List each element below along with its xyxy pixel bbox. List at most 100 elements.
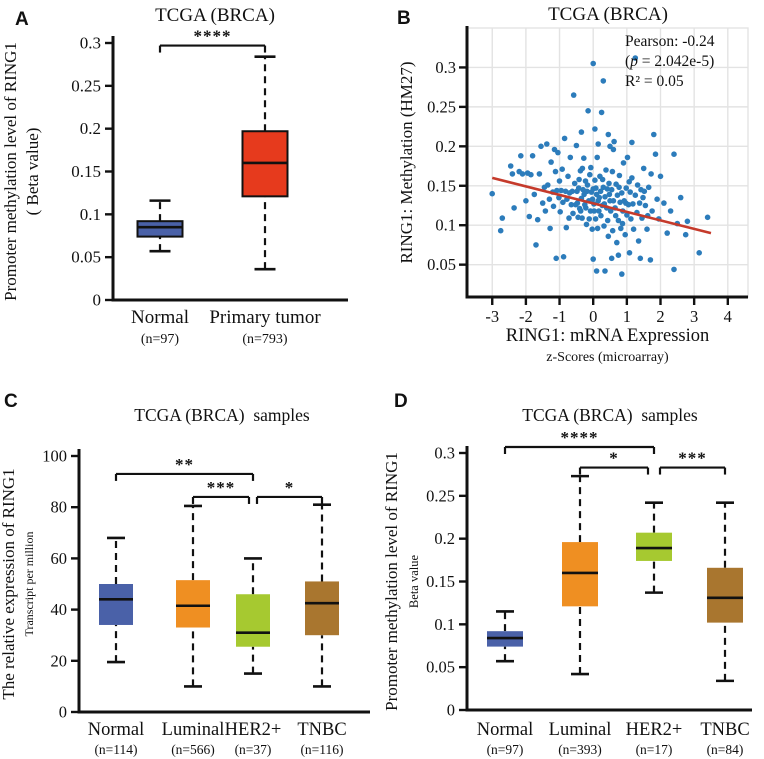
- data-point: [499, 215, 506, 221]
- significance-stars: ***: [207, 478, 236, 497]
- data-point: [616, 172, 623, 179]
- significance-stars: ****: [561, 428, 599, 447]
- data-point: [671, 266, 677, 273]
- x-tick-label: 4: [724, 307, 732, 326]
- y-tick-label: 0.15: [71, 162, 101, 181]
- data-point: [608, 186, 615, 193]
- data-point: [590, 60, 596, 67]
- data-point: [619, 220, 626, 227]
- data-point: [592, 177, 598, 183]
- data-point: [550, 203, 557, 210]
- y-tick-label: 100: [42, 447, 67, 466]
- data-point: [583, 205, 589, 211]
- significance-stars: **: [175, 455, 194, 474]
- data-point: [636, 200, 643, 206]
- data-point: [603, 167, 609, 173]
- y-tick-label: 0.2: [434, 529, 455, 548]
- y-tick-label: 0.1: [435, 216, 456, 235]
- data-point: [608, 255, 615, 262]
- data-point: [704, 214, 711, 221]
- x-axis-sublabel: z-Scores (microarray): [546, 350, 669, 365]
- data-point: [569, 188, 576, 195]
- x-tick-label: -2: [519, 307, 533, 326]
- data-point: [560, 199, 566, 206]
- y-tick-label: 20: [51, 651, 68, 670]
- data-point: [561, 135, 568, 142]
- data-point: [598, 212, 604, 219]
- data-point: [667, 208, 674, 214]
- x-tick-label: 1: [623, 307, 631, 326]
- y-tick-label: 0: [447, 701, 455, 720]
- data-point: [533, 242, 539, 248]
- y-tick-label: 0: [59, 703, 67, 722]
- y-tick-label: 0.3: [80, 34, 101, 53]
- data-point: [556, 178, 563, 184]
- data-point: [645, 184, 652, 191]
- data-point: [529, 153, 536, 159]
- category-label: Normal: [88, 720, 145, 740]
- data-point: [559, 166, 565, 172]
- data-point: [528, 171, 534, 178]
- sample-size-label: (n=97): [487, 742, 524, 757]
- y-tick-label: 0.25: [427, 97, 456, 116]
- data-point: [557, 209, 563, 215]
- sample-size-label: (n=566): [171, 742, 215, 757]
- data-point: [634, 182, 641, 188]
- data-point: [640, 165, 647, 172]
- category-label: TNBC: [297, 720, 346, 740]
- y-tick-label: 0.15: [426, 572, 455, 591]
- data-point: [619, 190, 625, 196]
- significance-stars: ***: [678, 449, 707, 468]
- data-point: [593, 185, 599, 191]
- data-point: [587, 171, 593, 178]
- data-point: [589, 196, 596, 202]
- data-point: [609, 168, 616, 175]
- data-point: [555, 149, 561, 156]
- y-tick-label: 0.05: [426, 658, 455, 677]
- data-point: [644, 226, 650, 232]
- data-point: [594, 154, 600, 161]
- panel-c-svg: C TCGA (BRCA) samples The relative express…: [0, 391, 370, 757]
- data-point: [604, 186, 611, 192]
- data-point: [552, 168, 559, 175]
- sample-size-label: (n=84): [707, 742, 744, 757]
- data-point: [622, 231, 628, 238]
- data-point: [539, 200, 546, 206]
- box-normal: [99, 584, 133, 625]
- sample-size-label: (n=97): [141, 332, 180, 347]
- data-point: [624, 154, 631, 161]
- panel-b-scatter-methylation-vs-expression: B TCGA (BRCA) 0.05 0.1 0.15 0.2 0.25 0.3 -3 -2 -1 0…: [382, 0, 764, 380]
- x-tick-label: 0: [589, 307, 597, 326]
- data-point: [671, 151, 677, 157]
- data-point: [563, 224, 570, 231]
- data-point: [619, 271, 625, 277]
- data-point: [546, 196, 553, 202]
- data-point: [640, 194, 646, 201]
- data-point: [577, 208, 584, 214]
- x-tick-label: -3: [485, 307, 499, 326]
- data-point: [585, 108, 591, 114]
- data-point: [571, 180, 578, 187]
- data-point: [534, 216, 541, 223]
- data-point: [612, 212, 619, 219]
- y-tick-label: 40: [51, 600, 68, 619]
- sample-size-label: (n=116): [300, 742, 343, 757]
- data-point: [581, 155, 587, 161]
- data-point: [637, 255, 644, 262]
- x-tick-label: -1: [553, 307, 567, 326]
- y-tick-label: 0.2: [435, 137, 456, 156]
- data-point: [627, 189, 633, 195]
- data-point: [630, 201, 636, 207]
- data-point: [526, 213, 533, 220]
- panel-a-box-normal-vs-tumor: A TCGA (BRCA) Promoter methylation level o…: [0, 0, 382, 380]
- box-her2+: [236, 594, 270, 647]
- data-point: [531, 191, 538, 198]
- data-point: [654, 196, 660, 202]
- data-point: [507, 163, 514, 169]
- sample-size-label: (n=793): [242, 332, 288, 347]
- data-point: [558, 187, 564, 194]
- data-point: [596, 208, 602, 214]
- x-tick-label: 3: [690, 307, 698, 326]
- panel-label-b: B: [397, 8, 411, 29]
- data-point: [625, 201, 632, 208]
